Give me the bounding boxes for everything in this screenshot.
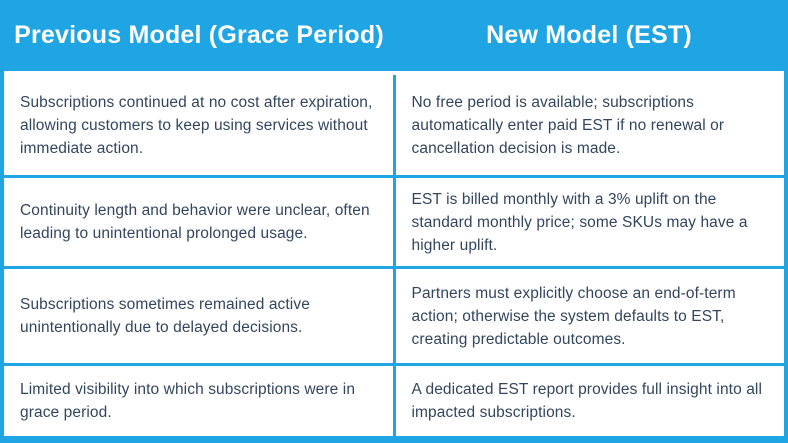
cell-text: EST is billed monthly with a 3% uplift o… — [411, 190, 748, 254]
table-cell-row4-new: A dedicated EST report provides full ins… — [395, 366, 784, 436]
table-body: Subscriptions continued at no cost after… — [4, 75, 784, 436]
table-cell-row2-previous: Continuity length and behavior were uncl… — [4, 178, 393, 266]
cell-text: Continuity length and behavior were uncl… — [20, 202, 370, 242]
table-header-row: Previous Model (Grace Period) New Model … — [4, 0, 784, 75]
cell-text: Limited visibility into which subscripti… — [20, 381, 356, 421]
table-cell-row1-new: No free period is available; subscriptio… — [395, 75, 784, 175]
table-cell-row3-previous: Subscriptions sometimes remained active … — [4, 269, 393, 363]
header-previous-model: Previous Model (Grace Period) — [14, 20, 384, 49]
table-cell-row4-previous: Limited visibility into which subscripti… — [4, 366, 393, 436]
table-cell-row1-previous: Subscriptions continued at no cost after… — [4, 75, 393, 175]
header-new-model: New Model (EST) — [486, 20, 692, 49]
cell-text: Partners must explicitly choose an end-o… — [411, 284, 736, 348]
table-cell-row2-new: EST is billed monthly with a 3% uplift o… — [395, 178, 784, 266]
cell-text: A dedicated EST report provides full ins… — [411, 381, 763, 421]
table-cell-row3-new: Partners must explicitly choose an end-o… — [395, 269, 784, 363]
cell-text: No free period is available; subscriptio… — [411, 93, 725, 157]
cell-text: Subscriptions continued at no cost after… — [20, 93, 373, 157]
cell-text: Subscriptions sometimes remained active … — [20, 296, 310, 336]
